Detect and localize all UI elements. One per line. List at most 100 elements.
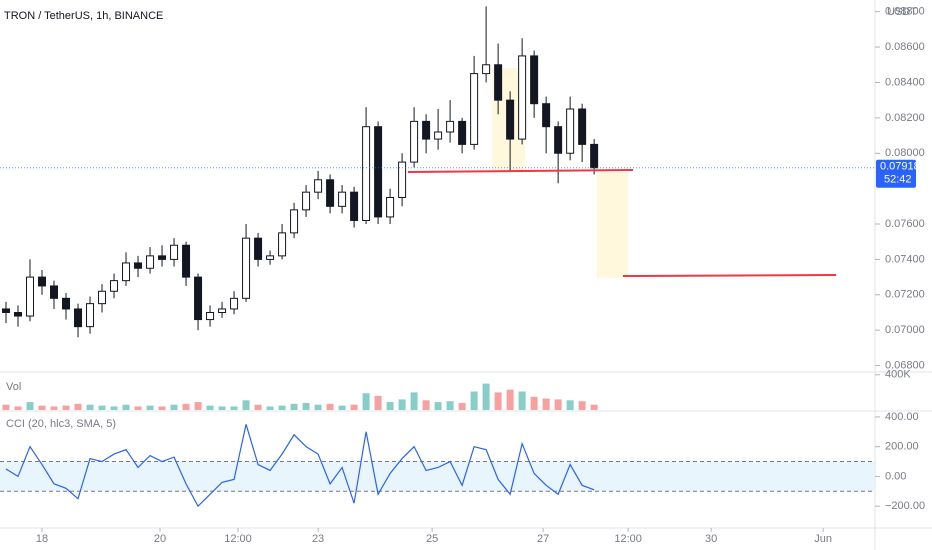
candle-body [350,191,359,221]
volume-bar [422,400,430,410]
volume-bar [134,406,142,410]
candle-body [326,179,335,207]
currency-label: USDT [887,6,917,18]
volume-bar [518,391,526,410]
volume-bar [146,405,154,410]
candle-body [566,108,575,154]
candle-body [518,55,527,140]
y-tick-label: 0.07600 [885,218,925,230]
candle-body [254,237,263,260]
highlight-zone [597,172,628,278]
volume-bar [326,403,334,410]
candle-body [374,126,383,218]
candle-body [386,196,395,218]
candle-body [74,308,83,328]
volume-bar [206,405,214,410]
y-tick-label: 0.08400 [885,76,925,88]
volume-bar [242,400,250,410]
volume-bar [194,402,202,410]
volume-bar [542,398,550,410]
candle-body [98,290,107,305]
candle-body [110,280,119,292]
candle-body [398,161,407,198]
candle-body [542,103,551,128]
volume-bar [50,406,58,410]
candle-body [410,120,419,163]
candle-body [314,179,323,193]
volume-bar [434,402,442,410]
candle-body [290,209,299,234]
volume-bar [98,405,106,410]
volume-bar [362,393,370,410]
candle-body [158,255,167,260]
candle-body [62,297,71,310]
volume-bar [86,404,94,410]
volume-bar [2,404,10,410]
volume-bar [470,391,478,410]
candle-body [14,311,23,317]
volume-bar [386,402,394,410]
y-tick-label: 0.08000 [885,147,925,159]
volume-bar [122,404,130,410]
x-tick-label: 23 [312,533,324,545]
candle-body [422,120,431,140]
x-tick-label: 12:00 [224,533,252,545]
cci-line [5,424,595,508]
candle-body [302,191,311,211]
volume-bar [446,401,454,410]
y-tick-label: 400.00 [885,411,919,423]
candle-body [122,262,131,282]
candle-body [590,143,599,169]
symbol-title: TRON / TetherUS, 1h, BINANCE [4,10,163,22]
candle-body [362,126,371,221]
volume-bar [110,406,118,410]
x-tick-label: Jun [814,533,832,545]
candle-body [86,303,95,328]
last-price-label: 0.07918 [880,161,920,173]
x-tick-label: 27 [537,533,549,545]
candle-body [170,244,179,260]
last-price-box [876,159,916,188]
volume-bar [218,406,226,410]
candle-body [242,237,251,299]
candle-body [182,244,191,278]
candle-body [206,311,215,321]
candle-body [506,99,515,140]
cci-label: CCI (20, hlc3, SMA, 5) [6,418,116,430]
cci-band [0,461,875,492]
y-tick-label: 0.07000 [885,324,925,336]
candle-body [194,276,203,321]
volume-label: Vol [6,381,21,393]
volume-bar [398,399,406,410]
candle-body [146,255,155,269]
volume-bar [254,404,262,410]
volume-bar [266,406,274,410]
candle-body [458,120,467,145]
y-tick-label: 0.06800 [885,359,925,371]
candle-body [278,232,287,257]
volume-bar [482,383,490,410]
volume-bar [338,405,346,410]
candle-body [218,308,227,313]
y-tick-label: 0.08600 [885,41,925,53]
candle-body [554,126,563,154]
candle-body [134,262,143,269]
candle-body [2,308,11,313]
y-tick-label: −200.00 [885,500,925,512]
y-tick-label: 0.08800 [885,6,925,18]
candle-body [38,276,47,287]
volume-bar [290,403,298,410]
volume-bar [26,402,34,410]
x-tick-label: 30 [705,533,717,545]
volume-bar [554,399,562,410]
volume-bar [410,392,418,410]
volume-bar [458,402,466,410]
volume-bar [38,405,46,410]
volume-bar [74,403,82,410]
x-tick-label: 20 [154,533,166,545]
volume-bar [14,406,22,410]
candle-body [578,108,587,145]
volume-bar [314,404,322,410]
volume-bar [566,400,574,410]
